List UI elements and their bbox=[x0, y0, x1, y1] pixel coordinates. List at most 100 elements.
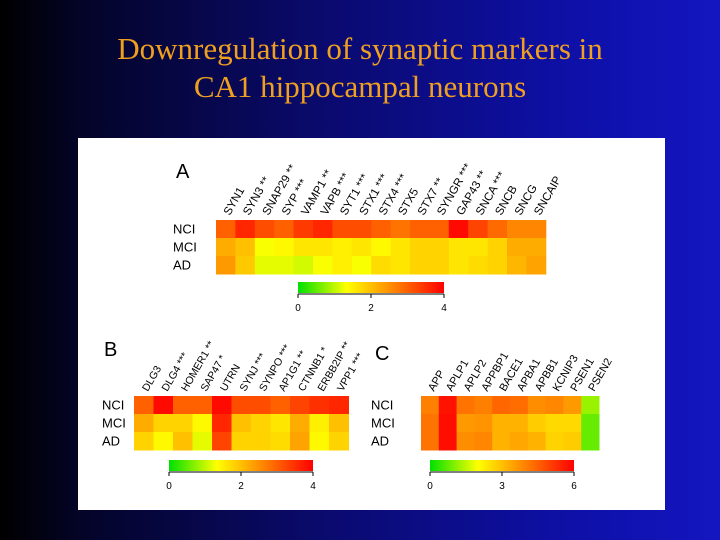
heatmap-b-scale-tick-label: 0 bbox=[166, 481, 172, 492]
heatmap-b-cell bbox=[134, 414, 154, 433]
heatmap-a-cell bbox=[235, 238, 256, 257]
heatmap-a-cell bbox=[274, 256, 295, 275]
heatmap-a-cell bbox=[332, 220, 353, 239]
heatmap-c-scale-tick-label: 0 bbox=[427, 481, 433, 492]
heatmap-c-cell bbox=[510, 432, 529, 451]
heatmap-c-cell bbox=[563, 414, 582, 433]
heatmap-b-cell bbox=[173, 396, 193, 415]
heatmap-a-cell bbox=[390, 220, 411, 239]
heatmap-a-cell bbox=[313, 238, 333, 257]
heatmap-b-cell bbox=[212, 414, 232, 433]
slide-title: Downregulation of synaptic markers in CA… bbox=[0, 30, 720, 106]
heatmap-c-row-label: MCI bbox=[371, 416, 395, 431]
heatmap-a-cell bbox=[235, 256, 256, 275]
heatmap-c-cell bbox=[492, 396, 511, 415]
heatmap-a-cell bbox=[410, 238, 430, 257]
heatmap-a-cell bbox=[351, 238, 372, 257]
heatmap-a-cell bbox=[313, 220, 333, 239]
heatmap-a-cell bbox=[371, 238, 392, 257]
heatmap-a-cell bbox=[429, 220, 450, 239]
heatmap-c-scale-tick-label: 3 bbox=[499, 481, 505, 492]
heatmap-b-cell bbox=[290, 396, 310, 415]
heatmap-a-cell bbox=[526, 256, 547, 275]
heatmap-b-cell bbox=[309, 432, 330, 451]
heatmap-c-cell bbox=[492, 432, 511, 451]
heatmap-c-cell bbox=[474, 396, 493, 415]
heatmap-a-cell bbox=[410, 256, 430, 275]
heatmap-b-cell bbox=[309, 396, 330, 415]
heatmap-a-cell bbox=[468, 256, 489, 275]
heatmap-b-cell bbox=[173, 432, 193, 451]
heatmap-a-cell bbox=[216, 220, 236, 239]
heatmap-b-scale-tick-label: 4 bbox=[310, 481, 316, 492]
heatmap-c-cell bbox=[456, 414, 475, 433]
heatmap-a-cell bbox=[507, 238, 527, 257]
heatmap-a-cell bbox=[332, 238, 353, 257]
heatmap-a-cell bbox=[332, 256, 353, 275]
heatmap-a-cell bbox=[293, 256, 314, 275]
heatmap-a-cell bbox=[254, 220, 275, 239]
heatmap-c-cell bbox=[563, 432, 582, 451]
heatmap-b-cell bbox=[192, 396, 213, 415]
heatmap-a-cell bbox=[410, 220, 430, 239]
heatmap-c-cell bbox=[421, 432, 440, 451]
heatmap-a-cell bbox=[526, 220, 547, 239]
heatmap-b-color-scale-bar bbox=[169, 460, 313, 471]
heatmap-a-cell bbox=[313, 256, 333, 275]
heatmap-b-cell bbox=[212, 396, 232, 415]
heatmap-a-cell bbox=[235, 220, 256, 239]
heatmap-b-cell bbox=[192, 432, 213, 451]
heatmap-b-cell bbox=[290, 432, 310, 451]
heatmap-a-cell bbox=[487, 238, 508, 257]
heatmap-a-cell bbox=[468, 220, 489, 239]
heatmap-b-cell bbox=[231, 396, 252, 415]
heatmap-a-cell bbox=[390, 256, 411, 275]
heatmap-b-cell bbox=[270, 432, 291, 451]
heatmap-b-cell bbox=[134, 396, 154, 415]
heatmap-b-cell bbox=[192, 414, 213, 433]
heatmap-b-cell bbox=[231, 432, 252, 451]
panel-a-letter: A bbox=[176, 161, 190, 183]
heatmap-c-cell bbox=[510, 414, 529, 433]
heatmap-a-column-label: SNCAIP bbox=[532, 174, 564, 217]
heatmap-c-row-label: AD bbox=[371, 434, 389, 449]
heatmap-b-cell bbox=[270, 414, 291, 433]
heatmap-a-cell bbox=[526, 238, 547, 257]
heatmap-a-cell bbox=[448, 256, 469, 275]
heatmap-c-cell bbox=[527, 432, 547, 451]
heatmap-b-scale-tick-label: 2 bbox=[238, 481, 244, 492]
heatmap-b-cell bbox=[251, 414, 271, 433]
heatmap-a-cell bbox=[468, 238, 489, 257]
heatmap-a-cell bbox=[216, 238, 236, 257]
heatmap-a-row-label: MCI bbox=[173, 240, 197, 255]
heatmap-a-cell bbox=[390, 238, 411, 257]
heatmap-c-cell bbox=[527, 414, 547, 433]
panel-b-letter: B bbox=[104, 339, 117, 361]
heatmap-b-row-label: NCI bbox=[102, 398, 124, 413]
heatmap-c-cell bbox=[421, 414, 440, 433]
heatmap-c-cell bbox=[492, 414, 511, 433]
heatmap-a-scale-tick-label: 0 bbox=[295, 303, 301, 314]
heatmap-b-cell bbox=[153, 432, 174, 451]
heatmap-a-cell bbox=[507, 220, 527, 239]
heatmap-a-cell bbox=[274, 238, 295, 257]
heatmap-c-cell bbox=[545, 396, 564, 415]
heatmap-c-cell bbox=[456, 396, 475, 415]
heatmap-a-row-label: AD bbox=[173, 258, 191, 273]
heatmap-b-cell bbox=[251, 432, 271, 451]
heatmap-a-cell bbox=[448, 238, 469, 257]
heatmap-b-row-label: MCI bbox=[102, 416, 126, 431]
heatmap-c-cell bbox=[438, 414, 458, 433]
heatmap-a-cell bbox=[351, 220, 372, 239]
heatmap-c-cell bbox=[474, 414, 493, 433]
heatmap-a-cell bbox=[254, 256, 275, 275]
heatmap-a-scale-tick-label: 4 bbox=[441, 303, 447, 314]
heatmap-a-cell bbox=[293, 238, 314, 257]
heatmap-a-cell bbox=[371, 220, 392, 239]
heatmap-c-row-label: NCI bbox=[371, 398, 393, 413]
heatmap-b-cell bbox=[309, 414, 330, 433]
heatmap-a-cell bbox=[216, 256, 236, 275]
heatmap-a-cell bbox=[274, 220, 295, 239]
heatmap-b-cell bbox=[153, 396, 174, 415]
